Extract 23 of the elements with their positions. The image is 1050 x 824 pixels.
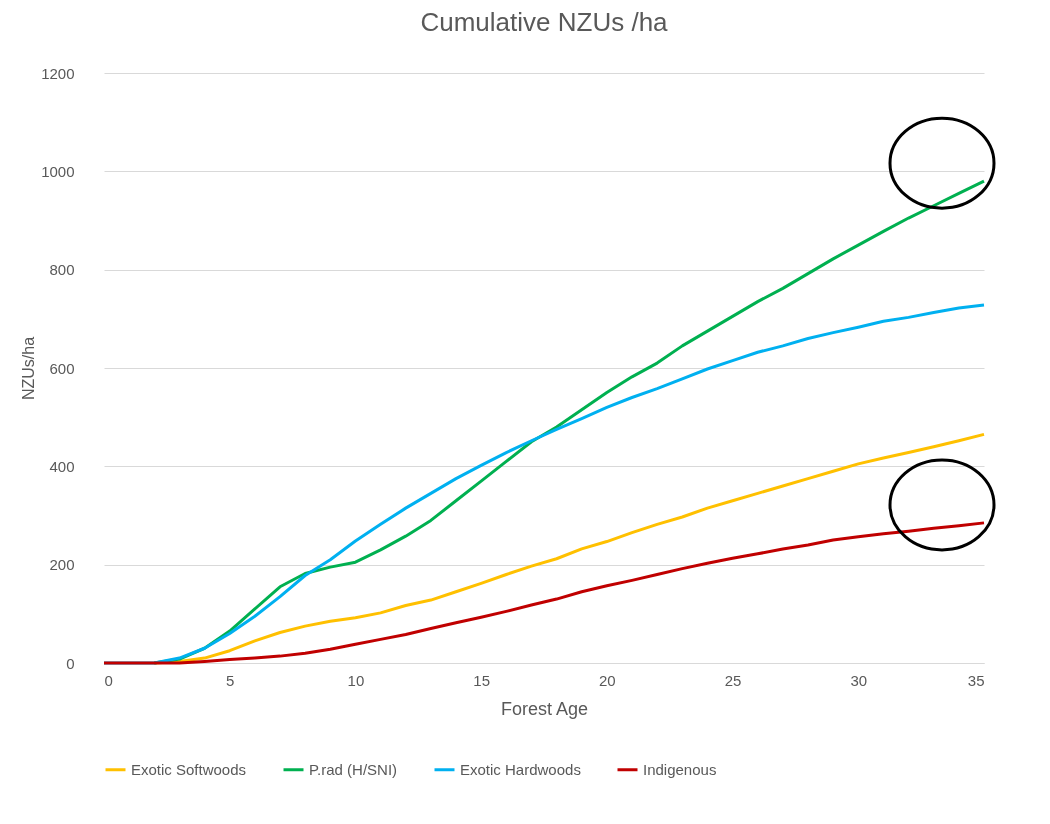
x-tick-label: 5 bbox=[226, 671, 235, 689]
y-tick-label: 600 bbox=[49, 359, 75, 377]
y-axis-title: NZUs/ha bbox=[20, 336, 38, 401]
legend-label: Indigenous bbox=[643, 760, 717, 778]
y-tick-label: 0 bbox=[66, 654, 75, 672]
line-series bbox=[102, 521, 986, 665]
x-tick-label: 0 bbox=[104, 671, 113, 689]
legend-label: Exotic Hardwoods bbox=[460, 760, 581, 778]
x-axis-title: Forest Age bbox=[500, 698, 589, 719]
chart-title: Cumulative NZUs /ha bbox=[420, 7, 669, 37]
x-tick-label: 35 bbox=[967, 671, 985, 689]
y-tick-label: 200 bbox=[49, 556, 75, 574]
x-tick-label: 20 bbox=[599, 671, 616, 689]
x-tick-label: 30 bbox=[850, 671, 868, 689]
legend-label: P.rad (H/SNI) bbox=[309, 760, 398, 778]
y-tick-label: 1000 bbox=[41, 162, 75, 180]
y-tick-label: 1200 bbox=[41, 64, 75, 82]
x-tick-label: 15 bbox=[473, 671, 490, 689]
x-tick-label: 25 bbox=[724, 671, 742, 689]
y-tick-label: 400 bbox=[49, 457, 75, 475]
y-tick-label: 800 bbox=[49, 261, 75, 279]
legend-label: Exotic Softwoods bbox=[131, 760, 247, 778]
x-tick-label: 10 bbox=[347, 671, 365, 689]
